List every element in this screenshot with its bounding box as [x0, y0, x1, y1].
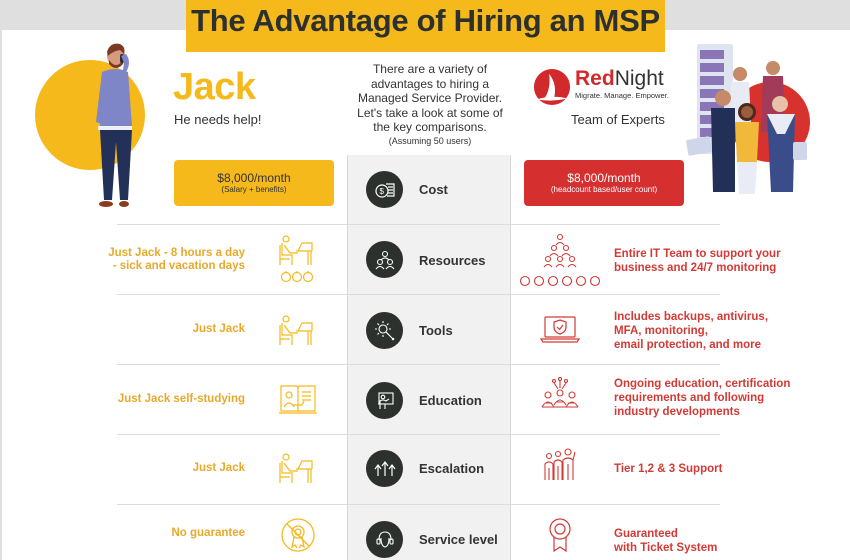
- intro-line: Let's take a look at some of: [357, 105, 503, 120]
- category-column: [347, 155, 511, 560]
- jack-value: Just Jack self-studying: [117, 393, 245, 405]
- intro-line: the key comparisons.: [373, 120, 487, 134]
- row-divider: [117, 434, 720, 435]
- team-of-experts-illustration-icon: [686, 44, 810, 194]
- category-label: Escalation: [419, 461, 485, 476]
- support-team-icon: [518, 448, 602, 484]
- msp-value: Guaranteed with Ticket System: [614, 528, 718, 554]
- intro-line: advantages to hiring a: [370, 76, 490, 91]
- comparison-row-service-level: No guarantee Service level Guaranteed wit…: [0, 505, 850, 560]
- laptop-shield-icon: [518, 313, 602, 345]
- jack-name: Jack: [173, 66, 256, 108]
- team-pyramid-with-timers-icon: [518, 233, 602, 289]
- rednight-brand: RedNight: [575, 67, 664, 90]
- jack-subtitle: He needs help!: [174, 112, 262, 127]
- comparison-row-cost: $ Cost: [0, 155, 850, 225]
- jack-value: Just Jack: [192, 323, 245, 335]
- row-divider: [117, 504, 720, 505]
- person-at-desk-with-timers-icon: [279, 235, 314, 283]
- category-label: Cost: [419, 182, 448, 197]
- category-label: Resources: [419, 253, 486, 268]
- title-banner: The Advantage of Hiring an MSP: [186, 0, 665, 52]
- jack-illustration-icon: [96, 43, 132, 207]
- comparison-row-escalation: Just Jack Escalation Tier 1,2 & 3 Suppor…: [0, 435, 850, 505]
- no-award-icon: [281, 518, 315, 552]
- gear-wrench-icon: [366, 312, 403, 349]
- teacher-board-icon: [366, 382, 403, 419]
- coins-icon: $: [366, 171, 403, 208]
- jack-price-box: $8,000/month (Salary + benefits): [174, 160, 334, 206]
- row-divider: [117, 224, 720, 225]
- jack-price: $8,000/month: [217, 170, 291, 185]
- intro-text: There are a variety of advantages to hir…: [345, 62, 515, 147]
- comparison-row-education: Just Jack self-studying Education Ongoin…: [0, 365, 850, 435]
- row-divider: [117, 294, 720, 295]
- arrows-up-icon: [366, 450, 403, 487]
- msp-price-box: $8,000/month (headcount based/user count…: [524, 160, 684, 206]
- intro-note: (Assuming 50 users): [388, 135, 472, 146]
- jack-value: Just Jack - 8 hours a day - sick and vaca…: [108, 247, 245, 272]
- rednight-logo: RedNight Migrate. Manage. Empower.: [533, 68, 669, 106]
- msp-price: $8,000/month: [567, 170, 641, 185]
- msp-subtitle: Team of Experts: [571, 112, 665, 127]
- row-divider: [117, 364, 720, 365]
- intro-line: Managed Service Provider.: [357, 91, 503, 105]
- comparison-row-resources: Just Jack - 8 hours a day - sick and vaca…: [0, 225, 850, 295]
- category-label: Education: [419, 393, 482, 408]
- category-label: Service level: [419, 532, 498, 547]
- headset-agent-icon: [366, 521, 403, 558]
- msp-value: Includes backups, antivirus, MFA, monitor…: [614, 311, 769, 351]
- jack-value: No guarantee: [171, 527, 246, 539]
- open-book-study-icon: [279, 385, 317, 414]
- msp-price-note: (headcount based/user count): [550, 184, 658, 194]
- page-title: The Advantage of Hiring an MSP: [191, 3, 660, 38]
- comparison-row-tools: Just Jack Tools Includes backups, antivi…: [0, 295, 850, 365]
- msp-value: Tier 1,2 & 3 Support: [614, 463, 723, 475]
- rednight-tagline: Migrate. Manage. Empower.: [575, 91, 669, 100]
- msp-value: Entire IT Team to support your business a…: [614, 248, 781, 274]
- person-at-desk-icon: [279, 315, 313, 345]
- intro-line: There are a variety of: [372, 62, 488, 76]
- award-ribbon-icon: [518, 517, 602, 553]
- category-label: Tools: [419, 323, 453, 338]
- jack-value: Just Jack: [192, 462, 245, 474]
- jack-price-note: (Salary + benefits): [221, 184, 287, 194]
- msp-value: Ongoing education, certification requirem…: [614, 378, 791, 418]
- svg-text:$: $: [379, 187, 384, 196]
- rednight-sail-logo-icon: [533, 68, 571, 106]
- team-hierarchy-icon: [366, 241, 403, 278]
- person-at-desk-icon: [279, 453, 313, 483]
- group-learning-icon: [518, 377, 602, 413]
